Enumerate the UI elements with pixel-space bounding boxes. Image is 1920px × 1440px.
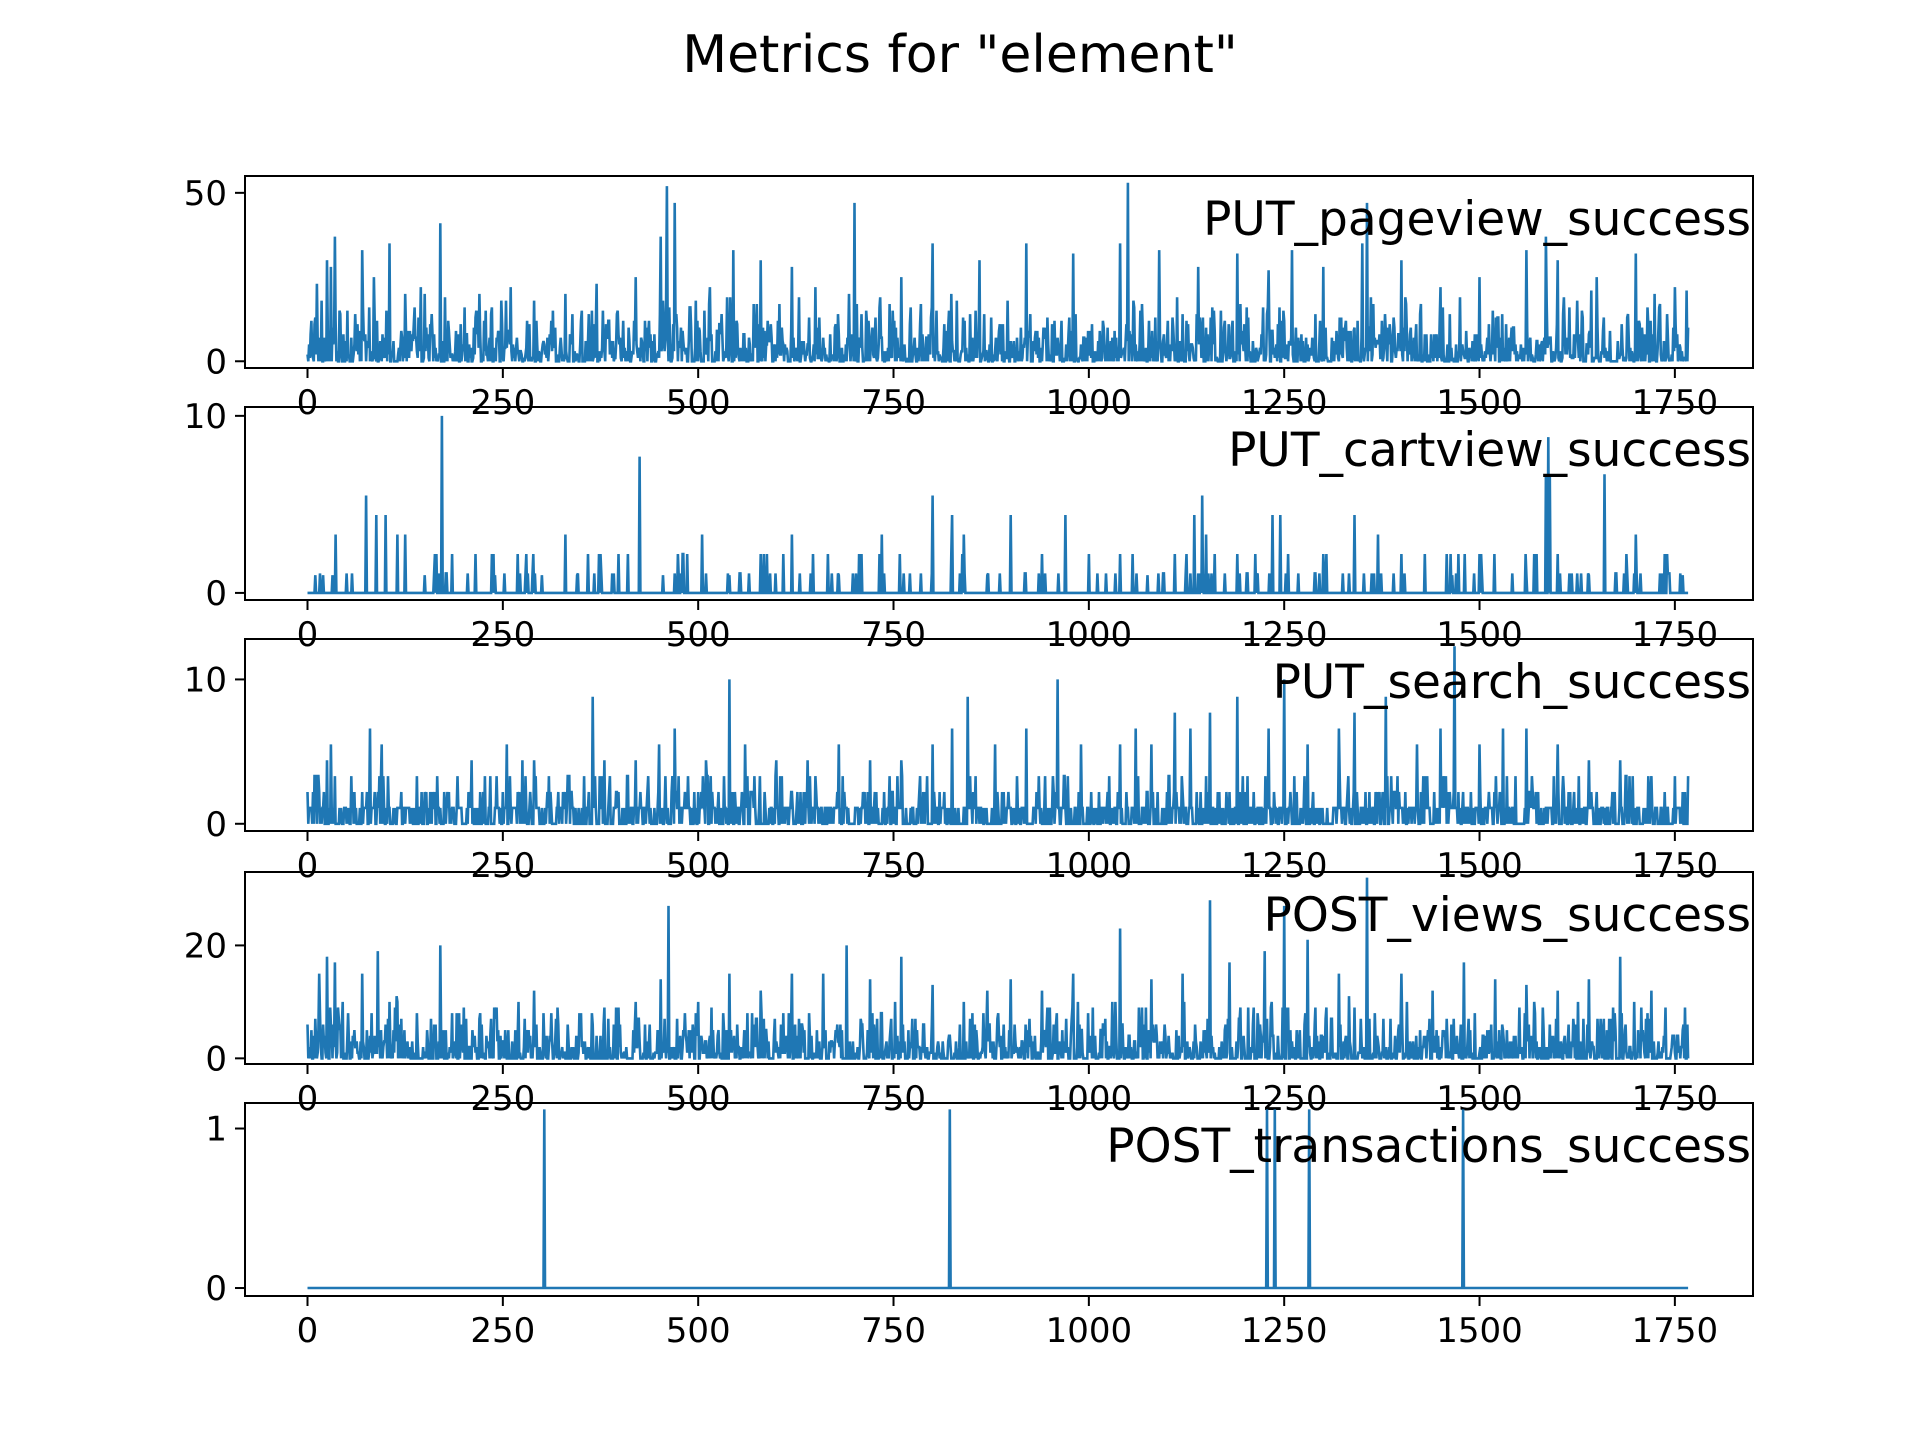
x-tick-label: 1500: [1436, 1079, 1523, 1119]
x-tick-label: 1250: [1241, 846, 1328, 886]
series-line: [306, 182, 1690, 363]
x-tick-label: 1750: [1632, 615, 1719, 655]
x-tick-label: 250: [470, 1079, 535, 1119]
x-tick-label: 500: [666, 1311, 731, 1351]
x-tick-label: 0: [297, 846, 319, 886]
subplot-2: 0 250 500 750 1000 1250 1500 1750 0 10 PUT_cartvie…: [184, 397, 1754, 655]
x-tick-label: 1000: [1046, 1311, 1133, 1351]
x-tick-label: 0: [297, 383, 319, 423]
x-tick-label: 1000: [1046, 615, 1133, 655]
figure-title: Metrics for "element": [682, 25, 1238, 85]
x-tick-label: 1250: [1241, 1311, 1328, 1351]
x-tick-label: 0: [297, 1311, 319, 1351]
axes-frame: [244, 871, 1754, 1065]
y-tick-label: 10: [184, 397, 227, 437]
x-tick-label: 1250: [1241, 1079, 1328, 1119]
subplot-label: PUT_cartview_success: [1228, 423, 1751, 478]
x-tick-label: 1250: [1241, 383, 1328, 423]
x-tick-label: 1000: [1046, 846, 1133, 886]
subplot-4: 0 250 500 750 1000 1250 1500 1750 0 20 POST_views_…: [184, 871, 1754, 1119]
x-tick-label: 1000: [1046, 383, 1133, 423]
y-tick-label: 50: [184, 174, 227, 214]
x-tick-label: 250: [470, 846, 535, 886]
y-tick-label: 0: [205, 1269, 227, 1309]
x-tick-label: 750: [861, 1311, 926, 1351]
x-tick-label: 0: [297, 615, 319, 655]
x-tick-label: 1500: [1436, 615, 1523, 655]
x-tick-label: 500: [666, 615, 731, 655]
x-tick-label: 1750: [1632, 1311, 1719, 1351]
y-tick-label: 0: [205, 574, 227, 614]
subplot-1: 0 250 500 750 1000 1250 1500 1750 0 50 PUT_pagevie…: [184, 174, 1754, 423]
y-tick-label: 10: [184, 660, 227, 700]
x-tick-label: 500: [666, 383, 731, 423]
y-tick-label: 0: [205, 805, 227, 845]
x-tick-label: 1750: [1632, 383, 1719, 423]
subplot-label: PUT_search_success: [1273, 655, 1751, 710]
x-tick-label: 1500: [1436, 383, 1523, 423]
axes-frame: [244, 175, 1754, 369]
x-tick-label: 1000: [1046, 1079, 1133, 1119]
subplot-3: 0 250 500 750 1000 1250 1500 1750 0 10 PUT_search_…: [184, 638, 1754, 886]
x-tick-label: 250: [470, 383, 535, 423]
x-tick-label: 1500: [1436, 1311, 1523, 1351]
x-tick-label: 750: [861, 615, 926, 655]
x-tick-label: 500: [666, 1079, 731, 1119]
x-tick-label: 250: [470, 615, 535, 655]
x-tick-label: 1750: [1632, 846, 1719, 886]
y-tick-label: 20: [184, 926, 227, 966]
y-tick-label: 0: [205, 342, 227, 382]
series-line: [306, 877, 1690, 1060]
subplot-label: PUT_pageview_success: [1203, 192, 1751, 247]
series-line: [306, 646, 1690, 826]
x-tick-label: 500: [666, 846, 731, 886]
x-tick-label: 250: [470, 1311, 535, 1351]
axes-frame: [244, 1102, 1754, 1297]
x-tick-label: 1500: [1436, 846, 1523, 886]
y-tick-label: 0: [205, 1039, 227, 1079]
x-tick-label: 750: [861, 1079, 926, 1119]
axes-frame: [244, 406, 1754, 601]
x-tick-label: 750: [861, 846, 926, 886]
subplot-label: POST_transactions_success: [1106, 1119, 1751, 1174]
series-line: [307, 1109, 1689, 1290]
x-tick-label: 1750: [1632, 1079, 1719, 1119]
subplot-label: POST_views_success: [1264, 888, 1751, 943]
series-line: [307, 415, 1689, 595]
subplot-5: 0 250 500 750 1000 1250 1500 1750 0 1 POST_transac…: [205, 1102, 1754, 1351]
x-tick-label: 750: [861, 383, 926, 423]
y-tick-label: 1: [205, 1110, 227, 1150]
x-tick-label: 0: [297, 1079, 319, 1119]
x-tick-label: 1250: [1241, 615, 1328, 655]
axes-frame: [244, 638, 1754, 832]
